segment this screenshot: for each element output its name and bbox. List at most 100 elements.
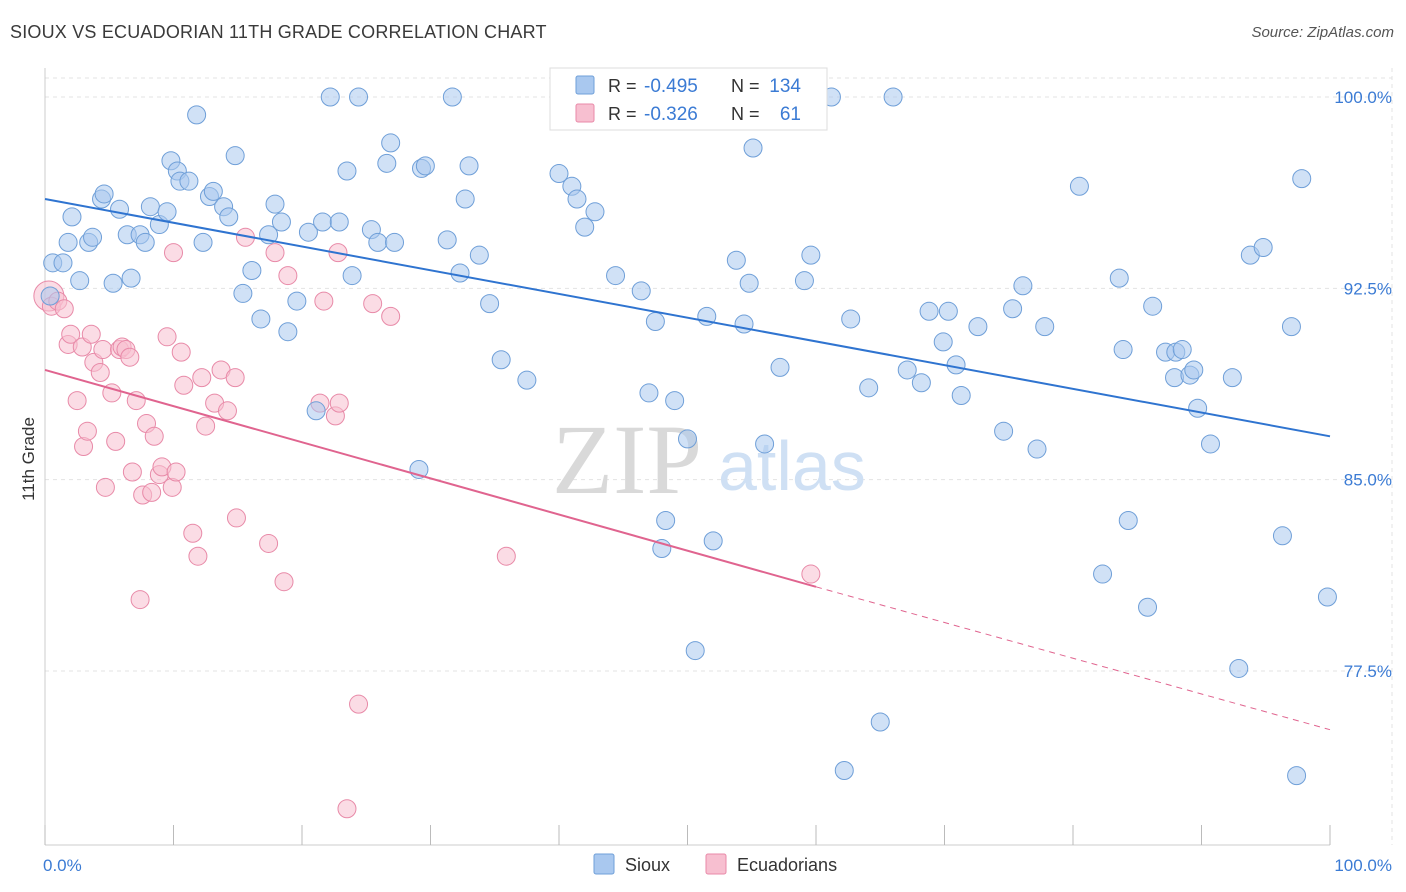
y-tick-label: 100.0% <box>1334 88 1392 107</box>
sioux-point <box>271 212 291 232</box>
sioux-point <box>135 232 155 252</box>
sioux-point <box>1172 340 1192 360</box>
ecuadorians-point <box>95 477 115 497</box>
ecuadorians-point <box>337 799 357 819</box>
ecuadorians-point <box>192 368 212 388</box>
x-tick-label: 100.0% <box>1334 856 1392 875</box>
sioux-point <box>40 286 60 306</box>
ecuadorians-point <box>496 546 516 566</box>
sioux-point <box>726 250 746 270</box>
sioux-point <box>1281 317 1301 337</box>
sioux-point <box>157 202 177 222</box>
legend-n-label-sioux: N = <box>731 76 760 96</box>
sioux-point <box>415 156 435 176</box>
sioux-point <box>193 232 213 252</box>
sioux-point <box>219 207 239 227</box>
legend-r-label-sioux: R = <box>608 76 637 96</box>
sioux-point <box>517 370 537 390</box>
legend-n-value-sioux: 134 <box>769 76 801 97</box>
ecuadorians-point <box>106 431 126 451</box>
sioux-point <box>233 283 253 303</box>
sioux-point <box>1184 360 1204 380</box>
sioux-point <box>897 360 917 380</box>
ecuadorians-points <box>33 227 821 819</box>
ecuadorians-point <box>274 572 294 592</box>
sioux-point <box>946 355 966 375</box>
sioux-point <box>639 383 659 403</box>
sioux-point <box>883 87 903 107</box>
trend-lines <box>44 198 1331 731</box>
sioux-point <box>58 232 78 252</box>
sioux-point <box>298 222 318 242</box>
source-credit: Source: ZipAtlas.com <box>1251 24 1394 41</box>
legend-n-label-ecuadorians: N = <box>731 104 760 124</box>
sioux-point <box>951 385 971 405</box>
ecuadorians-point <box>314 291 334 311</box>
sioux-point <box>450 263 470 283</box>
sioux-point <box>755 434 775 454</box>
sioux-point <box>678 429 697 449</box>
legend-r-value-ecuadorians: -0.326 <box>644 104 698 125</box>
y-axis-title: 11th Grade <box>19 417 38 501</box>
sioux-point <box>585 202 605 222</box>
legend-bottom: Sioux Ecuadorians <box>593 853 837 875</box>
sioux-point <box>656 510 676 530</box>
sioux-point <box>801 245 821 265</box>
sioux-point <box>1200 434 1220 454</box>
sioux-point <box>187 105 207 125</box>
sioux-point <box>994 421 1014 441</box>
sioux-point <box>385 232 405 252</box>
axes <box>44 68 1331 846</box>
sioux-point <box>1222 368 1242 388</box>
sioux-point <box>933 332 953 352</box>
sioux-point <box>94 184 114 204</box>
sioux-point <box>480 294 500 314</box>
sioux-point <box>1253 238 1273 258</box>
sioux-point <box>1229 658 1249 678</box>
ecuadorians-point <box>278 266 298 286</box>
sioux-point <box>349 87 369 107</box>
sioux-point <box>368 232 388 252</box>
chart-title: SIOUX VS ECUADORIAN 11TH GRADE CORRELATI… <box>10 22 547 42</box>
ecuadorians-point <box>801 564 821 584</box>
sioux-point <box>665 391 685 411</box>
ecuadorians-point <box>349 694 369 714</box>
ecuadorians-point <box>90 363 110 383</box>
sioux-point <box>469 245 489 265</box>
ecuadorians-point <box>120 347 140 367</box>
sioux-point <box>83 227 103 247</box>
sioux-point <box>968 317 988 337</box>
ecuadorians-point <box>54 299 74 319</box>
legend-bottom-swatch-sioux <box>593 853 615 875</box>
ecuadorians-point <box>77 421 97 441</box>
sioux-point <box>203 181 223 201</box>
sioux-point <box>919 301 939 321</box>
ecuadorians-trend-extension <box>815 586 1331 731</box>
sioux-point <box>911 373 931 393</box>
sioux-point <box>870 712 890 732</box>
y-tick-label: 77.5% <box>1344 662 1392 681</box>
y-tick-label: 85.0% <box>1344 471 1392 490</box>
ecuadorians-point <box>61 324 81 344</box>
sioux-point <box>442 87 462 107</box>
ecuadorians-point <box>130 590 150 610</box>
ecuadorians-point <box>93 340 113 360</box>
sioux-point <box>70 271 90 291</box>
legend-swatch-sioux <box>575 75 595 95</box>
sioux-point <box>549 164 569 184</box>
ecuadorians-point <box>171 342 191 362</box>
sioux-point <box>1143 296 1163 316</box>
sioux-point <box>140 197 160 217</box>
legend-r-label-ecuadorians: R = <box>608 104 637 124</box>
sioux-point <box>834 760 854 780</box>
ecuadorians-point <box>122 462 142 482</box>
sioux-point <box>225 146 245 166</box>
ecuadorians-point <box>144 426 164 446</box>
ecuadorians-point <box>164 243 183 263</box>
sioux-point <box>1013 276 1033 296</box>
ecuadorians-point <box>142 482 162 502</box>
sioux-point <box>739 273 759 293</box>
sioux-point <box>575 217 595 237</box>
sioux-point <box>337 161 357 181</box>
sioux-point <box>631 281 651 301</box>
